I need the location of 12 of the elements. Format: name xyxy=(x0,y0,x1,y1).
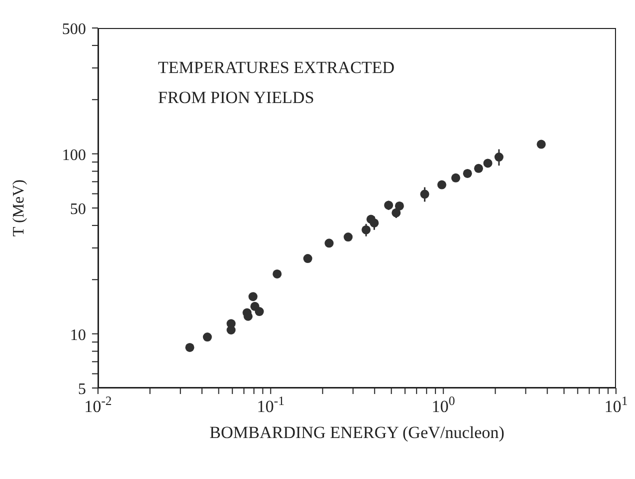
annotation: TEMPERATURES EXTRACTED FROM PION YIELDS xyxy=(158,57,395,109)
y-tick-label: 5 xyxy=(78,381,86,398)
y-tick-label: 10 xyxy=(70,326,86,344)
y-tick-label: 100 xyxy=(62,146,86,164)
x-tick-label: 10$^{-1}$ xyxy=(256,394,284,416)
x-tick-label: 10$^{-2}$ xyxy=(84,394,112,416)
y-tick-label: 500 xyxy=(62,21,86,38)
x-tick-label: 10$^{1}$ xyxy=(604,394,628,416)
y-tick-label: 50 xyxy=(70,201,86,218)
x-axis-title: BOMBARDING ENERGY (GeV/nucleon) xyxy=(210,423,504,442)
x-tick-label: 10$^{0}$ xyxy=(432,394,456,416)
y-axis-title: T (MeV) xyxy=(10,179,28,237)
